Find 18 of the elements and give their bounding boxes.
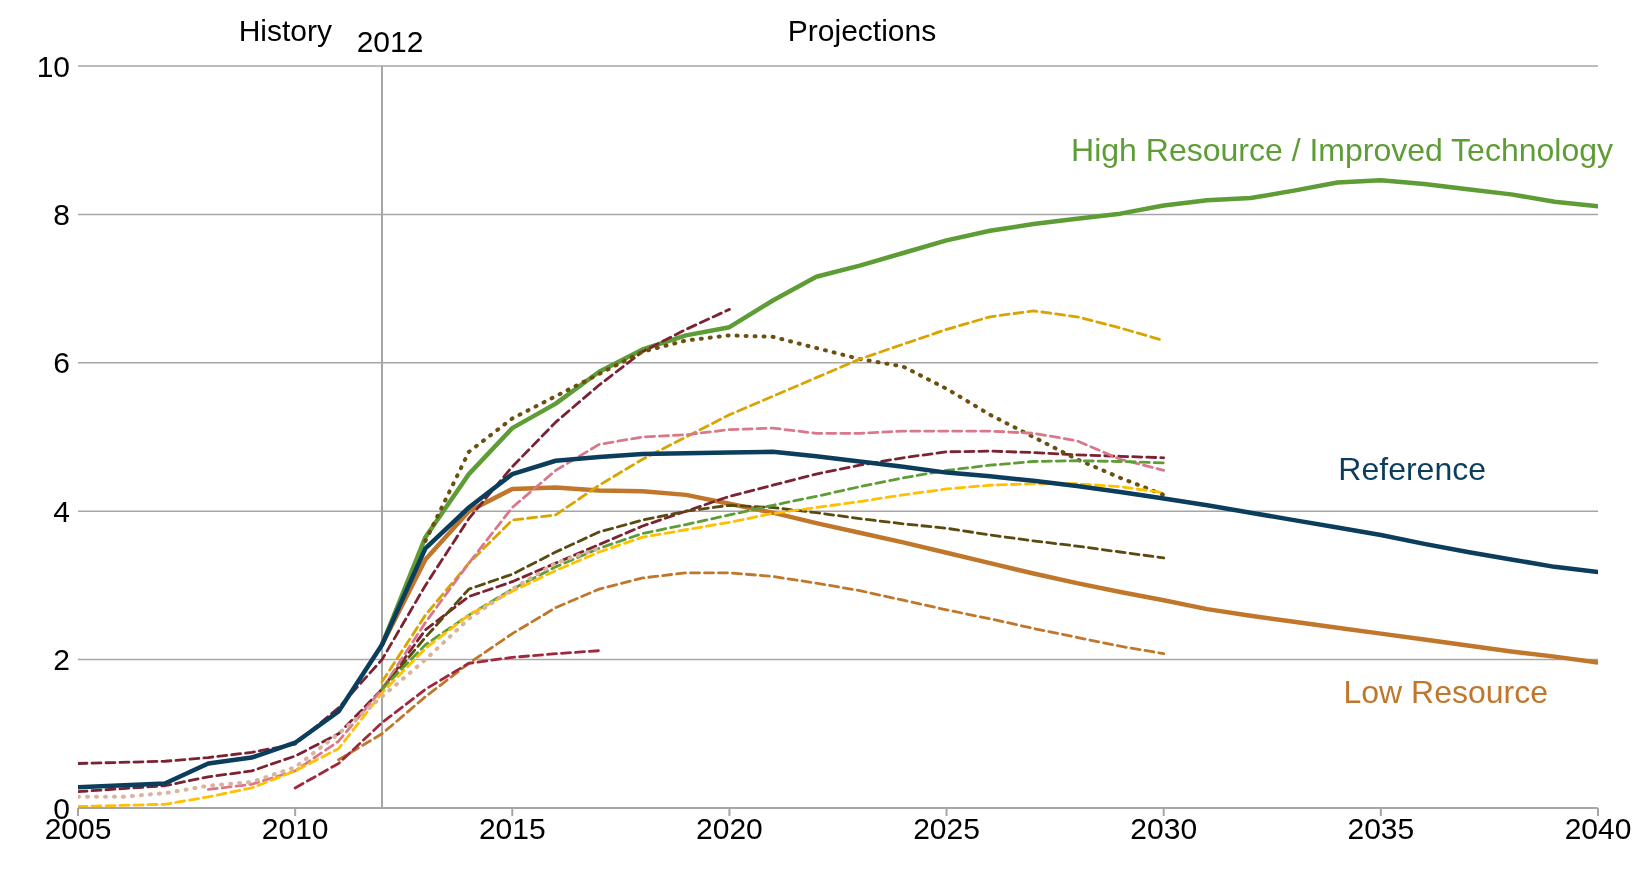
y-tick-label: 10 [36, 49, 70, 83]
text: History [237, 14, 332, 48]
series-label: Reference [1338, 451, 1486, 488]
ref-line-label: 2012 [356, 25, 424, 58]
x-tick-label: 2040 [1564, 812, 1632, 846]
y-tick-label: 8 [53, 198, 70, 232]
x-tick-label: 2030 [1130, 812, 1198, 846]
x-tick-label: 2035 [1347, 812, 1415, 846]
series-label: High Resource / Improved Technology [1071, 132, 1613, 169]
y-tick-label: 2 [53, 643, 70, 677]
series-label: Low Resource [1343, 673, 1548, 710]
y-tick-label: 4 [53, 494, 70, 528]
x-tick-label: 2010 [261, 812, 329, 846]
x-tick-label: 2015 [478, 812, 546, 846]
text: Projections [786, 14, 938, 48]
y-tick-label: 6 [53, 346, 70, 380]
x-tick-label: 2020 [696, 812, 763, 846]
x-tick-label: 2025 [913, 812, 980, 846]
